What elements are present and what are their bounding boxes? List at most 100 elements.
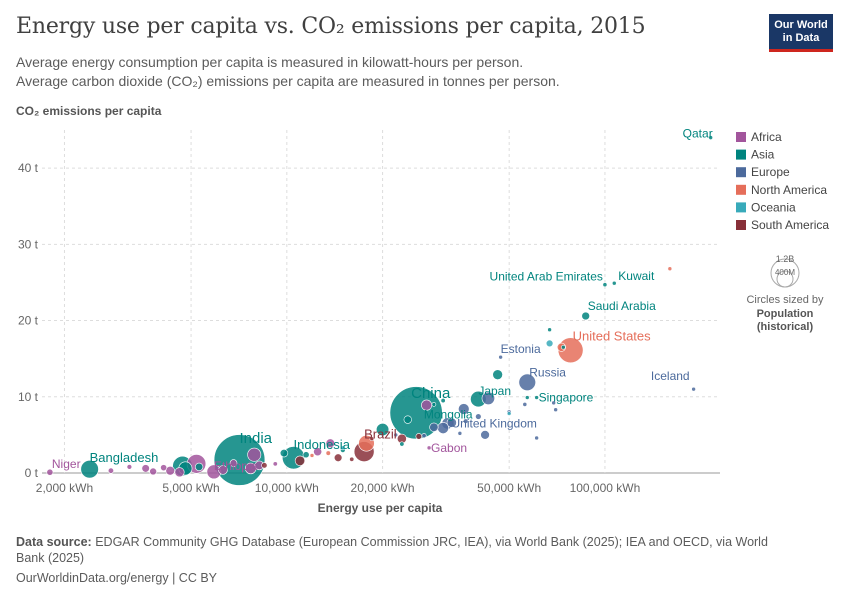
- point-label: Kuwait: [618, 269, 655, 283]
- source-label: Data source:: [16, 535, 92, 549]
- point-label: United States: [573, 328, 652, 343]
- data-point: [218, 465, 228, 475]
- data-point: [561, 344, 566, 350]
- y-axis-ticks: 0 t 10 t 20 t 30 t 40 t: [18, 161, 39, 480]
- data-point: [458, 403, 470, 415]
- subtitle-line-1: Average energy consumption per capita is…: [16, 54, 524, 70]
- credit-line[interactable]: OurWorldinData.org/energy | CC BY: [16, 571, 218, 585]
- x-tick-label: 20,000 kWh: [351, 481, 415, 495]
- data-point: [475, 413, 482, 420]
- subtitle: Average energy consumption per capita is…: [16, 53, 560, 91]
- point-label: Japan: [478, 384, 511, 398]
- x-tick-label: 2,000 kWh: [36, 481, 93, 495]
- data-point: [160, 464, 168, 472]
- data-point: [165, 465, 175, 476]
- data-point: [498, 354, 503, 360]
- point-label: Singapore: [539, 391, 594, 405]
- legend-label: Oceania: [751, 200, 796, 214]
- data-point: [403, 415, 412, 424]
- legend-label: Europe: [751, 165, 790, 179]
- data-point: [302, 451, 310, 459]
- point-labels: Qatar Kuwait United Arab Emirates Saudi Ara…: [52, 127, 713, 473]
- point-label: Mongolia: [424, 407, 473, 421]
- data-point: [80, 460, 99, 479]
- point-label: Bangladesh: [90, 450, 159, 465]
- data-point: [545, 339, 554, 348]
- x-tick-label: 10,000 kWh: [255, 481, 319, 495]
- data-point: [492, 369, 503, 380]
- data-point: [534, 435, 539, 441]
- size-legend-variable: Population: [757, 308, 814, 320]
- y-tick-label: 0 t: [25, 466, 39, 480]
- point-label: Saudi Arabia: [588, 299, 656, 313]
- data-point: [481, 391, 495, 405]
- point-label: Russia: [529, 365, 566, 379]
- x-axis-ticks: 2,000 kWh 5,000 kWh 10,000 kWh 20,000 kWh 50…: [36, 481, 641, 495]
- color-legend: Africa Asia Europe North America Oceania Sout…: [736, 130, 829, 232]
- size-legend-max-label: 1.2B: [776, 254, 795, 264]
- data-point: [480, 430, 490, 440]
- legend-swatch: [736, 132, 746, 142]
- point-label: Niger: [52, 457, 81, 471]
- data-point: [126, 464, 133, 470]
- data-point: [522, 401, 528, 407]
- point-label: China: [411, 385, 451, 402]
- x-tick-label: 50,000 kWh: [477, 481, 541, 495]
- legend-swatch: [736, 184, 746, 195]
- data-point: [393, 432, 399, 438]
- owid-logo[interactable]: Our World in Data: [769, 14, 833, 52]
- data-point: [581, 311, 590, 321]
- source-text-2[interactable]: Bank (2025): [16, 551, 85, 565]
- size-legend: 1.2B 400M Circles sized by Population (h…: [746, 254, 824, 333]
- subtitle-line-2: Average carbon dioxide (CO₂) emissions p…: [16, 73, 560, 89]
- legend-swatch: [736, 149, 746, 160]
- data-point: [440, 398, 446, 404]
- data-point: [376, 422, 390, 437]
- data-point: [294, 455, 306, 466]
- data-point: [524, 395, 530, 400]
- point-label: Indonesia: [294, 437, 351, 452]
- data-point: [107, 467, 114, 474]
- point-label: Brazil: [364, 427, 397, 442]
- y-axis-label: CO₂ emissions per capita: [16, 104, 162, 118]
- legend-label: South America: [751, 218, 829, 232]
- x-tick-label: 100,000 kWh: [570, 481, 641, 495]
- data-point: [261, 462, 268, 469]
- data-point: [457, 431, 463, 436]
- point-label: India: [239, 430, 272, 447]
- size-legend-variable-2: (historical): [757, 321, 814, 333]
- size-legend-small-circle: [776, 270, 794, 288]
- data-point: [534, 395, 539, 400]
- source-text[interactable]: EDGAR Community GHG Database (European C…: [95, 535, 768, 549]
- data-point: [247, 447, 262, 462]
- source-note: Data source: EDGAR Community GHG Databas…: [16, 534, 768, 566]
- data-point: [141, 464, 150, 473]
- legend-swatch: [736, 167, 746, 178]
- data-point: [463, 418, 469, 424]
- data-point: [325, 438, 336, 449]
- data-point: [149, 467, 157, 476]
- x-tick-label: 5,000 kWh: [162, 481, 219, 495]
- legend-label: North America: [751, 183, 827, 197]
- data-point: [389, 386, 443, 440]
- page-title: Energy use per capita vs. CO₂ emissions …: [16, 14, 646, 39]
- data-point: [547, 327, 552, 333]
- y-tick-label: 30 t: [18, 237, 39, 251]
- data-point: [415, 433, 423, 440]
- data-point: [506, 411, 512, 416]
- x-axis-label: Energy use per capita: [318, 501, 443, 515]
- point-label: Ethiopia: [214, 459, 258, 473]
- data-point: [421, 433, 427, 439]
- size-legend-caption: Circles sized by: [746, 294, 824, 306]
- data-point: [708, 135, 713, 140]
- data-point: [174, 467, 185, 478]
- logo-line-1: Our World: [774, 19, 828, 31]
- legend-swatch: [736, 220, 746, 230]
- point-label: Qatar: [683, 127, 713, 141]
- data-point: [611, 280, 617, 286]
- data-point: [691, 386, 696, 392]
- legend-label: Africa: [751, 130, 782, 144]
- logo-line-2: in Data: [782, 32, 820, 44]
- data-point: [551, 400, 556, 406]
